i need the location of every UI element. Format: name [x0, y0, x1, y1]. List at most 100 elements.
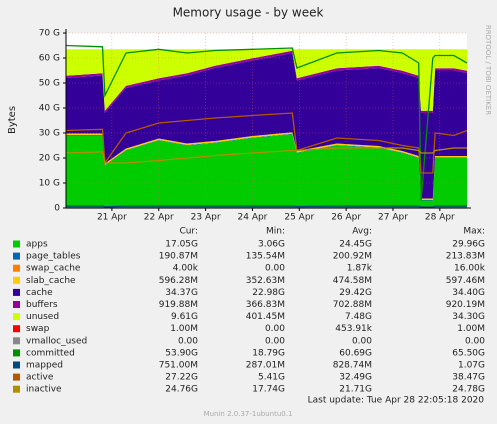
legend-label: inactive: [26, 385, 62, 395]
legend-max: 213.83M: [446, 252, 485, 262]
area-buffers: [66, 50, 467, 113]
version: Munin 2.0.37-1ubuntu0.1: [204, 410, 293, 418]
x-tick-label: 25 Apr: [284, 213, 314, 223]
x-tick-label: 23 Apr: [191, 213, 221, 223]
legend-swatch: [13, 264, 20, 272]
legend-cur: 53.90G: [165, 348, 198, 358]
legend-avg: 474.58M: [333, 276, 372, 286]
legend-swatch: [13, 373, 20, 381]
legend-avg: 828.74M: [333, 361, 372, 371]
legend-label: buffers: [26, 300, 58, 310]
legend-swatch: [13, 385, 20, 393]
y-tick-label: 20 G: [39, 154, 60, 164]
legend-max: 0.00: [465, 336, 485, 346]
stat-header: Max:: [463, 227, 485, 237]
legend-label: swap_cache: [26, 264, 81, 274]
legend-label: page_tables: [26, 252, 81, 262]
side-label: RRDTOOL / TOBI OETIKER: [484, 25, 492, 115]
legend-label: vmalloc_used: [26, 336, 87, 346]
legend-min: 0.00: [265, 336, 285, 346]
area-apps: [66, 134, 467, 208]
legend-swatch: [13, 252, 20, 260]
legend-min: 5.41G: [258, 373, 285, 383]
legend-cur: 1.00M: [170, 324, 198, 334]
legend-swatch: [13, 276, 20, 284]
y-axis-label: Bytes: [7, 106, 18, 134]
legend-min: 0.00: [265, 324, 285, 334]
legend-swatch: [13, 337, 20, 345]
legend-avg: 60.69G: [339, 348, 372, 358]
legend-swatch: [13, 301, 20, 308]
legend-swatch: [13, 288, 20, 296]
y-tick-label: 40 G: [39, 104, 60, 114]
y-tick-label: 60 G: [39, 54, 60, 64]
legend-cur: 4.00k: [173, 264, 199, 274]
legend-min: 366.83M: [246, 300, 285, 310]
legend-label: unused: [26, 312, 59, 322]
legend-max: 597.46M: [446, 276, 485, 286]
stat-header: Avg:: [352, 227, 372, 237]
legend-min: 0.00: [265, 264, 285, 274]
x-tick-label: 26 Apr: [331, 213, 361, 223]
line-inactive: [65, 147, 467, 164]
legend-swatch: [13, 325, 20, 333]
legend-cur: 34.37G: [165, 288, 198, 298]
legend-swatch: [13, 313, 20, 321]
legend-label: slab_cache: [26, 276, 76, 286]
legend-min: 287.01M: [246, 361, 285, 371]
stat-header: Min:: [266, 227, 285, 237]
legend-label: mapped: [26, 361, 63, 371]
legend-max: 34.40G: [452, 288, 485, 298]
legend-max: 1.07G: [458, 361, 485, 371]
legend-avg: 1.87k: [347, 264, 373, 274]
legend-avg: 200.92M: [333, 252, 372, 262]
legend-min: 352.63M: [246, 276, 285, 286]
legend-avg: 0.00: [352, 336, 372, 346]
legend-cur: 190.87M: [159, 252, 198, 262]
legend-swatch: [13, 349, 20, 357]
legend-cur: 9.61G: [171, 312, 198, 322]
legend-avg: 702.88M: [333, 300, 372, 310]
legend-cur: 24.76G: [165, 385, 198, 395]
legend-avg: 453.91k: [335, 324, 372, 334]
legend-min: 22.98G: [252, 288, 285, 298]
legend-cur: 0.00: [178, 336, 198, 346]
legend-avg: 7.48G: [345, 312, 372, 322]
legend-cur: 27.22G: [165, 373, 198, 383]
legend-swatch: [13, 361, 20, 369]
legend-cur: 751.00M: [159, 361, 198, 371]
legend-label: active: [26, 373, 54, 383]
area-cache: [66, 53, 467, 199]
legend-avg: 32.49G: [339, 373, 372, 383]
legend-label: swap: [26, 324, 50, 334]
y-tick-label: 30 G: [39, 129, 60, 139]
legend-min: 17.74G: [252, 385, 285, 395]
legend-cur: 919.88M: [159, 300, 198, 310]
legend-max: 65.50G: [452, 348, 485, 358]
x-tick-label: 24 Apr: [238, 213, 268, 223]
legend-max: 24.78G: [452, 385, 485, 395]
y-tick-label: 0: [54, 204, 60, 214]
legend-avg: 21.71G: [339, 385, 372, 395]
legend-swatch: [13, 240, 20, 248]
legend-label: cache: [26, 288, 53, 298]
y-tick-label: 10 G: [39, 179, 60, 189]
legend-max: 29.96G: [452, 240, 485, 250]
legend-max: 920.19M: [446, 300, 485, 310]
x-tick-label: 28 Apr: [425, 213, 455, 223]
x-tick-label: 27 Apr: [378, 213, 408, 223]
legend-max: 34.30G: [452, 312, 485, 322]
legend-min: 401.45M: [246, 312, 285, 322]
x-tick-label: 22 Apr: [144, 213, 174, 223]
legend-min: 3.06G: [258, 240, 285, 250]
legend-max: 16.00k: [454, 264, 486, 274]
legend-min: 135.54M: [246, 252, 285, 262]
legend-label: committed: [26, 348, 75, 358]
stat-header: Cur:: [179, 227, 198, 237]
y-tick-label: 70 G: [39, 29, 60, 39]
footer: Last update: Tue Apr 28 22:05:18 2020: [308, 396, 485, 406]
legend-min: 18.79G: [252, 348, 285, 358]
line-committed: [65, 44, 468, 201]
legend-max: 38.47G: [452, 373, 485, 383]
